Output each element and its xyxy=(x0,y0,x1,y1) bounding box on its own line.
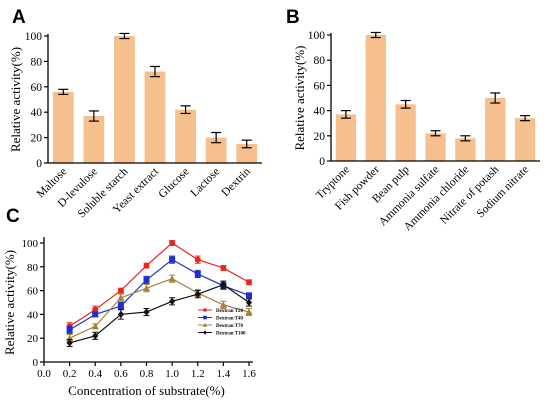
point-c-1-5 xyxy=(194,270,201,277)
bar-a-4 xyxy=(175,109,196,163)
x-tick-label-a-4: Glucose xyxy=(157,166,192,201)
point-c-2-7 xyxy=(245,308,253,316)
bar-b-2 xyxy=(395,104,416,161)
point-c-3-3 xyxy=(143,308,150,316)
x-tick-label-a-6: Dextrin xyxy=(220,165,254,199)
y-tick-label-a-0: 0 xyxy=(36,158,42,170)
series-c-3 xyxy=(66,280,252,348)
point-c-2-4 xyxy=(168,275,176,282)
point-c-3-6 xyxy=(220,280,227,289)
bar-a-1 xyxy=(83,116,105,163)
bar-b-1 xyxy=(365,35,386,161)
point-c-2-3 xyxy=(142,284,151,292)
y-tick-label-b-100: 100 xyxy=(308,30,326,42)
y-tick-label-a-40: 40 xyxy=(31,107,43,119)
y-tick-label-b-60: 60 xyxy=(314,80,326,92)
series-line-c-1 xyxy=(69,258,250,331)
legend-marker-c-3 xyxy=(203,330,207,335)
bar-b-6 xyxy=(514,118,536,161)
legend-label-c-0: Dextran T20 xyxy=(216,309,243,314)
y-tick-label-c-100: 100 xyxy=(22,238,39,250)
y-tick-label-c-60: 60 xyxy=(27,286,39,298)
x-tick-label-c-5: 1.0 xyxy=(165,368,179,380)
y-tick-label-a-60: 60 xyxy=(31,82,43,94)
point-c-3-4 xyxy=(169,297,176,306)
series-line-c-3 xyxy=(69,283,250,344)
y-axis-title-a: Relative activity(%) xyxy=(8,47,23,152)
point-c-1-7 xyxy=(246,292,252,299)
y-tick-label-b-80: 80 xyxy=(314,55,326,67)
y-axis-title-b: Relative activity(%) xyxy=(292,45,307,150)
point-c-0-5 xyxy=(194,256,201,263)
legend-marker-c-1 xyxy=(203,315,207,320)
panel-letter-b: B xyxy=(286,7,300,28)
point-c-3-0 xyxy=(66,339,73,347)
point-c-0-3 xyxy=(143,262,150,269)
legend-marker-c-2 xyxy=(202,322,208,327)
y-tick-label-c-0: 0 xyxy=(33,357,39,369)
x-axis-title-c: Concentration of substrate(%) xyxy=(68,383,225,398)
point-c-0-2 xyxy=(117,287,124,294)
point-c-2-6 xyxy=(219,301,227,308)
y-tick-label-c-20: 20 xyxy=(27,333,39,345)
bar-b-4 xyxy=(455,138,476,161)
y-tick-label-b-20: 20 xyxy=(314,131,326,143)
x-tick-label-c-3: 0.6 xyxy=(114,368,128,380)
panel-letter-a: A xyxy=(12,7,26,28)
legend-label-c-1: Dextran T40 xyxy=(216,317,243,322)
point-c-0-6 xyxy=(220,264,227,271)
x-tick-label-c-2: 0.4 xyxy=(88,368,102,380)
x-tick-label-c-4: 0.8 xyxy=(140,368,154,380)
point-c-1-3 xyxy=(143,276,150,283)
y-tick-label-b-40: 40 xyxy=(314,106,326,118)
bar-a-6 xyxy=(236,143,258,163)
point-c-3-1 xyxy=(92,332,99,340)
legend-marker-c-0 xyxy=(203,308,207,312)
point-c-3-7 xyxy=(246,298,252,307)
x-tick-label-a-5: Lactose xyxy=(188,166,222,200)
point-c-2-1 xyxy=(91,322,99,330)
y-axis-title-c: Relative activity(%) xyxy=(2,250,17,355)
y-tick-label-a-100: 100 xyxy=(25,31,43,43)
point-c-3-5 xyxy=(194,290,201,298)
y-tick-label-a-80: 80 xyxy=(31,56,43,68)
point-c-1-2 xyxy=(117,303,124,310)
x-tick-label-c-1: 0.2 xyxy=(63,368,77,380)
point-c-0-7 xyxy=(246,279,252,286)
bar-a-0 xyxy=(52,91,74,163)
x-tick-label-c-7: 1.4 xyxy=(217,368,231,380)
legend-label-c-3: Dextran T100 xyxy=(216,332,246,337)
point-c-0-1 xyxy=(92,306,99,313)
point-c-1-0 xyxy=(66,326,73,333)
point-c-1-4 xyxy=(169,256,176,263)
series-line-c-2 xyxy=(69,278,250,339)
y-tick-label-c-80: 80 xyxy=(27,262,39,274)
y-tick-label-b-0: 0 xyxy=(319,156,325,168)
y-tick-label-c-40: 40 xyxy=(27,309,39,321)
point-c-2-2 xyxy=(117,294,125,301)
x-tick-label-c-0: 0.0 xyxy=(37,368,51,380)
bar-a-3 xyxy=(144,71,166,163)
point-c-0-4 xyxy=(169,240,176,246)
bar-b-3 xyxy=(425,133,446,161)
panel-letter-c: C xyxy=(6,206,20,227)
x-tick-label-c-8: 1.6 xyxy=(242,368,256,380)
x-tick-label-c-6: 1.2 xyxy=(191,368,205,380)
chart-c: 0 20 40 60 80 100 0.0 0.2 0.4 0.6 0.8 1.0 1.2 1.4 1.6 R… xyxy=(2,237,256,398)
legend-c: Dextran T20 Dextran T40 Dextran T70 Dextran… xyxy=(198,308,246,337)
legend-label-c-2: Dextran T70 xyxy=(216,324,243,329)
point-c-3-2 xyxy=(117,310,124,319)
y-tick-label-a-20: 20 xyxy=(31,133,43,145)
bar-b-5 xyxy=(485,98,506,161)
point-c-1-1 xyxy=(92,311,99,318)
bar-a-2 xyxy=(114,36,135,163)
series-line-c-0 xyxy=(69,242,250,327)
bar-a-5 xyxy=(205,137,227,163)
bar-b-0 xyxy=(335,114,357,161)
